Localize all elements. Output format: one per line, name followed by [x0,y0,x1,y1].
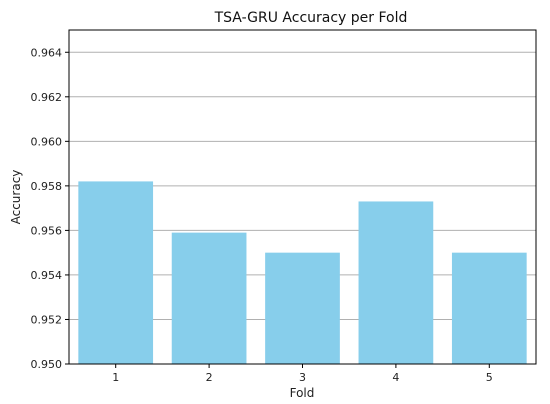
x-axis-ticks: 1 2 3 4 5 [112,364,493,384]
y-axis-ticks: 0.950 0.952 0.954 0.956 0.958 0.960 0.962 0.964 [31,46,69,371]
y-axis-label: Accuracy [9,170,23,225]
x-tick-label: 3 [299,371,306,384]
y-tick-label: 0.950 [31,358,63,371]
bar-fold-1 [78,181,154,364]
y-tick-label: 0.956 [31,224,63,237]
y-tick-label: 0.964 [31,46,63,59]
y-tick-label: 0.952 [31,313,63,326]
bars [78,181,527,364]
bar-fold-4 [358,201,434,364]
y-tick-label: 0.960 [31,135,63,148]
y-tick-label: 0.958 [31,180,63,193]
x-tick-label: 2 [206,371,213,384]
bar-fold-2 [171,232,247,364]
bar-fold-5 [451,252,527,364]
x-axis-label: Fold [290,386,315,400]
y-tick-label: 0.962 [31,91,63,104]
y-tick-label: 0.954 [31,269,63,282]
bar-fold-3 [265,252,340,364]
x-tick-label: 4 [392,371,399,384]
x-tick-label: 5 [486,371,493,384]
x-tick-label: 1 [112,371,119,384]
chart-title: TSA-GRU Accuracy per Fold [214,10,408,26]
